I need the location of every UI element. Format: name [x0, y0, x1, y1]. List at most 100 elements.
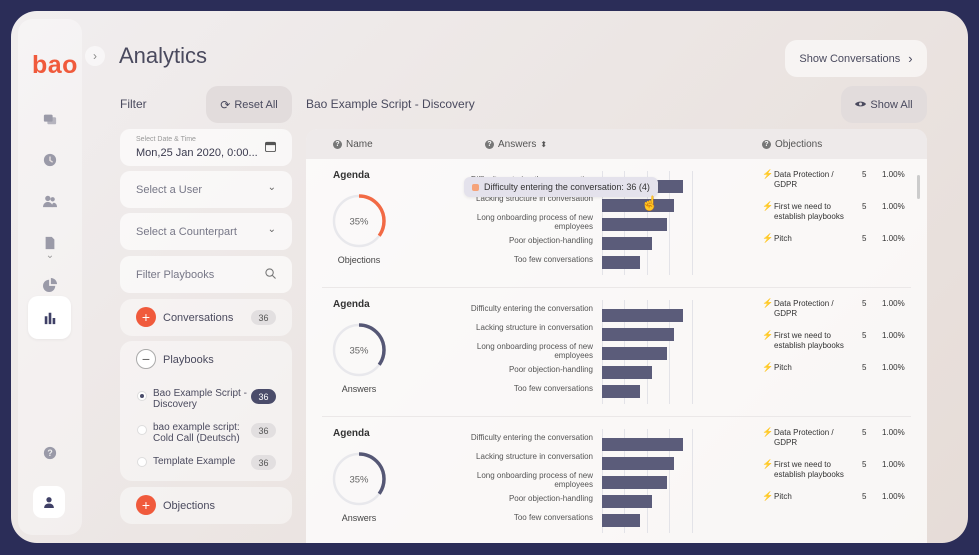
- playbook-count: 36: [251, 389, 276, 404]
- playbook-label: Template Example: [153, 456, 236, 467]
- filter-title: Filter: [120, 97, 147, 111]
- answer-bar[interactable]: [602, 457, 674, 470]
- answer-bar[interactable]: [602, 256, 641, 269]
- date-time-value: Mon,25 Jan 2020, 0:00...: [136, 147, 258, 159]
- chevron-down-icon: ⌄: [267, 182, 276, 193]
- answer-bar[interactable]: [602, 328, 674, 341]
- chart-gridline: [692, 429, 693, 533]
- select-user-placeholder: Select a User: [136, 184, 203, 196]
- lightning-icon: ⚡: [762, 330, 774, 340]
- objections-filter-section[interactable]: + Objections: [120, 487, 292, 524]
- objection-label: Data Protection / GDPR: [774, 299, 834, 318]
- answer-label: Difficulty entering the conversation: [470, 304, 593, 313]
- answer-bar[interactable]: [602, 385, 641, 398]
- objection-label: First we need to establish playbooks: [774, 202, 844, 221]
- playbook-label: bao example script: Cold Call (Deutsch): [153, 422, 240, 444]
- objection-label: Data Protection / GDPR: [774, 428, 834, 447]
- users-icon[interactable]: [38, 189, 62, 213]
- date-time-picker[interactable]: Select Date & Time Mon,25 Jan 2020, 0:00…: [120, 129, 292, 166]
- reset-all-button[interactable]: ⟳ Reset All: [206, 86, 292, 123]
- answer-label: Long onboarding process of new employees: [476, 213, 593, 231]
- playbook-label: Bao Example Script - Discovery: [153, 388, 247, 410]
- answer-label: Poor objection-handling: [508, 494, 593, 503]
- playbook-item[interactable]: Bao Example Script - Discovery 36: [120, 388, 292, 412]
- answer-bar[interactable]: [602, 438, 683, 451]
- objection-count: 5: [862, 299, 867, 308]
- chevron-right-icon: ›: [908, 51, 913, 66]
- app-window: bao ⌄ ? › Analytics Show Conversations: [11, 11, 968, 543]
- playbook-radio-selected[interactable]: [137, 391, 147, 401]
- objection-label: Pitch: [774, 363, 792, 372]
- user-icon[interactable]: [33, 486, 65, 518]
- objection-count: 5: [862, 492, 867, 501]
- help-icon: ?: [762, 140, 771, 149]
- help-icon: ?: [333, 140, 342, 149]
- donut-chart: 35%: [332, 194, 386, 248]
- sort-icon[interactable]: ⬍: [540, 140, 548, 149]
- answer-label: Poor objection-handling: [508, 236, 593, 245]
- answer-bar[interactable]: [602, 476, 668, 489]
- show-all-label: Show All: [870, 98, 913, 111]
- answer-bar[interactable]: [602, 218, 668, 231]
- answer-label: Lacking structure in conversation: [476, 452, 593, 461]
- answer-label: Too few conversations: [513, 255, 593, 264]
- answer-bar[interactable]: [602, 366, 652, 379]
- column-answers[interactable]: ? Answers ⬍: [485, 139, 547, 150]
- conversations-count: 36: [251, 310, 276, 325]
- playbook-item[interactable]: bao example script: Cold Call (Deutsch) …: [120, 422, 292, 446]
- page-title: Analytics: [119, 43, 208, 68]
- help-icon: ?: [485, 140, 494, 149]
- answer-label: Poor objection-handling: [508, 365, 593, 374]
- playbook-radio[interactable]: [137, 457, 147, 467]
- answer-bar[interactable]: [602, 199, 674, 212]
- objection-label: First we need to establish playbooks: [774, 331, 844, 350]
- bao-logo[interactable]: bao: [32, 51, 78, 79]
- show-conversations-button[interactable]: Show Conversations ›: [785, 40, 927, 77]
- row-divider: [322, 287, 911, 288]
- conversations-icon[interactable]: [38, 107, 62, 131]
- show-all-button[interactable]: Show All: [841, 86, 927, 123]
- donut-caption: Answers: [341, 384, 377, 394]
- table-row[interactable]: Agenda 35% Answers Difficulty entering the …: [306, 417, 927, 543]
- column-objections[interactable]: ? Objections: [762, 139, 822, 150]
- objections-label: Objections: [163, 500, 215, 512]
- chevron-down-icon[interactable]: ⌄: [45, 249, 55, 261]
- select-counterpart-dropdown[interactable]: Select a Counterpart ⌄: [120, 213, 292, 250]
- objection-percent: 1.00%: [882, 170, 905, 179]
- objection-count: 5: [862, 460, 867, 469]
- expand-sidebar-button[interactable]: ›: [85, 46, 105, 66]
- expand-conversations-icon[interactable]: +: [136, 307, 156, 327]
- lightning-icon: ⚡: [762, 201, 774, 211]
- playbooks-filter-section: − Playbooks Bao Example Script - Discove…: [120, 341, 292, 481]
- objection-percent: 1.00%: [882, 460, 905, 469]
- playbook-radio[interactable]: [137, 425, 147, 435]
- playbook-search-input[interactable]: Filter Playbooks: [120, 256, 292, 293]
- donut-arc: [332, 452, 386, 506]
- row-name: Agenda: [333, 299, 370, 310]
- pie-chart-icon[interactable]: [38, 273, 62, 297]
- objection-percent: 1.00%: [882, 331, 905, 340]
- answer-bar[interactable]: [602, 309, 683, 322]
- answer-bar[interactable]: [602, 237, 652, 250]
- help-icon[interactable]: ?: [38, 441, 62, 465]
- column-name-label: Name: [346, 139, 373, 150]
- column-answers-label: Answers: [498, 139, 537, 150]
- conversations-filter-section[interactable]: + Conversations 36: [120, 299, 292, 336]
- table-row[interactable]: Agenda 35% Answers Difficulty entering the …: [306, 288, 927, 417]
- column-name[interactable]: ? Name: [333, 139, 373, 150]
- analytics-table: ? Name ? Answers ⬍ ? Objections Agenda 35…: [306, 129, 927, 543]
- bar-chart-icon[interactable]: [28, 296, 71, 339]
- answer-bar[interactable]: [602, 495, 652, 508]
- expand-objections-icon[interactable]: +: [136, 495, 156, 515]
- history-icon[interactable]: [38, 148, 62, 172]
- answer-bar[interactable]: [602, 514, 641, 527]
- script-title: Bao Example Script - Discovery: [306, 97, 475, 111]
- objection-percent: 1.00%: [882, 234, 905, 243]
- scrollbar-thumb[interactable]: [917, 175, 920, 199]
- document-icon[interactable]: [38, 231, 62, 255]
- answer-bar[interactable]: [602, 347, 668, 360]
- playbook-item[interactable]: Template Example 36: [120, 455, 292, 471]
- collapse-playbooks-icon[interactable]: −: [136, 349, 156, 369]
- select-user-dropdown[interactable]: Select a User ⌄: [120, 171, 292, 208]
- lightning-icon: ⚡: [762, 233, 774, 243]
